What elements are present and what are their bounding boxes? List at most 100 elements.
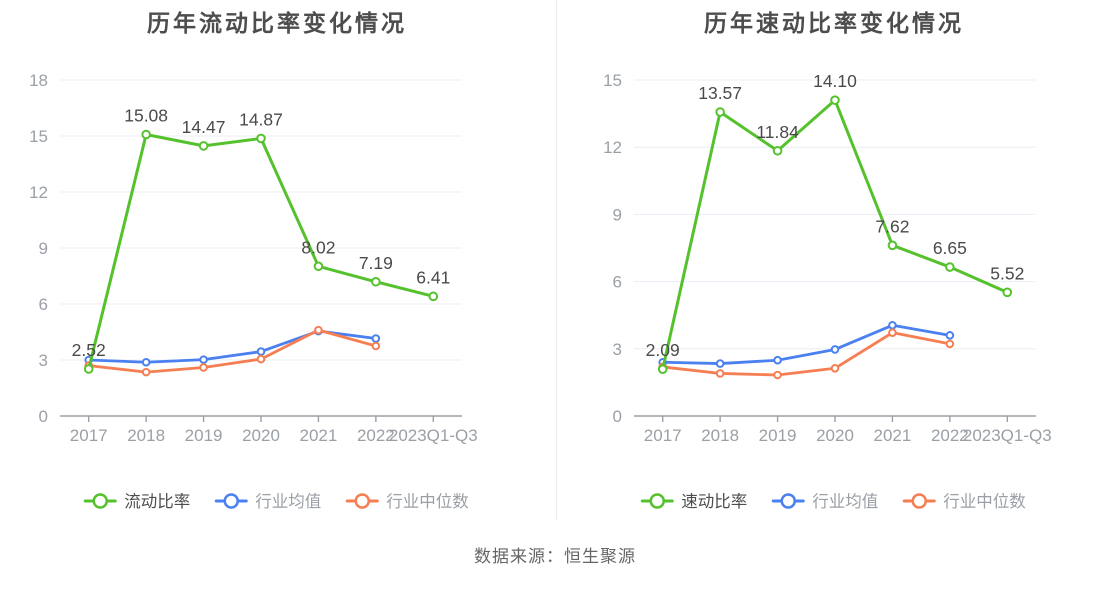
y-axis-tick-label: 15 (603, 71, 622, 90)
legend-label: 速动比率 (681, 492, 747, 511)
data-point (773, 370, 782, 380)
data-point (198, 141, 209, 151)
data-point-label: 7.62 (875, 216, 909, 236)
chart-title: 历年速动比率变化情况 (704, 10, 964, 36)
legend-item-速动比率[interactable]: 速动比率 (640, 492, 747, 511)
data-point (141, 367, 151, 377)
legend-label: 行业均值 (812, 492, 878, 511)
data-point-label: 14.87 (239, 109, 283, 129)
x-axis-tick-label: 2022 (931, 426, 969, 445)
series-line (87, 133, 435, 371)
data-point-label: 2.52 (72, 340, 106, 360)
charts-row: 历年流动比率变化情况 0 3 6 9 12 15 18 2017 2018 2019 2020 2021… (0, 0, 1110, 520)
data-point (945, 331, 955, 340)
data-point (199, 363, 208, 372)
data-point (371, 334, 381, 343)
chart-svg: 历年流动比率变化情况 0 3 6 9 12 15 18 2017 2018 2019 2020 2021… (29, 10, 478, 511)
x-axis-tick-label: 2018 (127, 426, 165, 445)
data-point (371, 341, 381, 351)
data-point (773, 355, 782, 365)
y-axis: 0 3 6 9 12 15 18 (29, 71, 462, 426)
data-point (256, 347, 266, 356)
data-point-label: 6.41 (416, 267, 450, 287)
series-行业均值 (658, 320, 955, 368)
data-point (256, 354, 266, 364)
y-axis-tick-label: 0 (613, 407, 622, 426)
data-point (887, 240, 898, 251)
data-point-label: 13.57 (698, 83, 742, 103)
y-axis-tick-label: 12 (29, 183, 48, 202)
data-point-label: 15.08 (124, 106, 168, 126)
data-point-label: 8.02 (301, 237, 335, 257)
x-axis-tick-label: 2023Q1-Q3 (389, 426, 478, 445)
x-axis-tick-label: 2021 (300, 426, 338, 445)
y-axis-tick-label: 6 (613, 273, 622, 292)
legend-circle-marker (92, 493, 108, 509)
data-point-label: 14.10 (813, 71, 857, 91)
data-point (945, 262, 955, 272)
legend-item-行业中位数[interactable]: 行业中位数 (345, 492, 469, 511)
chart-title: 历年流动比率变化情况 (147, 10, 407, 36)
y-axis: 0 3 6 9 12 15 (603, 71, 1036, 426)
legend-circle-marker (649, 493, 665, 509)
data-point (715, 369, 725, 378)
data-point (888, 328, 897, 337)
data-point-label: 6.65 (933, 238, 967, 258)
legend: 流动比率 行业均值 行业中位数 (83, 492, 469, 511)
data-point (772, 145, 783, 156)
data-point (715, 107, 725, 117)
data-point (888, 320, 897, 330)
current-ratio-chart: 历年流动比率变化情况 0 3 6 9 12 15 18 2017 2018 2019 2020 2021… (0, 0, 556, 520)
data-point (141, 357, 151, 367)
x-axis-tick-label: 2017 (644, 426, 682, 445)
data-point (371, 276, 381, 287)
y-axis-tick-label: 0 (39, 407, 48, 426)
series-流动比率: 2.52 15.08 14.47 14.87 8.02 7.19 6.41 (72, 106, 450, 374)
series-行业中位数 (84, 325, 381, 377)
legend-label: 行业均值 (255, 492, 321, 511)
series-line (661, 323, 952, 365)
legend-item-行业均值[interactable]: 行业均值 (771, 492, 878, 511)
data-point (1002, 287, 1013, 298)
x-axis-tick-label: 2018 (701, 426, 739, 445)
x-axis-tick-label: 2019 (185, 426, 223, 445)
x-axis-tick-label: 2021 (874, 426, 912, 445)
data-point-label: 5.52 (990, 263, 1024, 283)
data-point-label: 14.47 (182, 117, 226, 137)
data-point (945, 339, 955, 349)
x-axis-tick-label: 2022 (357, 426, 395, 445)
data-source-note: 数据来源：恒生聚源 (474, 547, 636, 566)
data-point (830, 95, 840, 105)
legend-item-行业均值[interactable]: 行业均值 (214, 492, 321, 511)
y-axis-tick-label: 15 (29, 127, 48, 146)
data-point-label: 11.84 (756, 122, 799, 142)
series-line (87, 329, 378, 364)
legend-circle-marker (911, 493, 927, 509)
data-point-label: 2.09 (646, 340, 680, 360)
y-axis-tick-label: 3 (39, 351, 48, 370)
legend-circle-marker (223, 493, 239, 509)
y-axis-tick-label: 18 (29, 71, 48, 90)
legend-item-行业中位数[interactable]: 行业中位数 (902, 492, 1026, 511)
legend-label: 流动比率 (124, 492, 190, 511)
y-axis-tick-label: 3 (613, 340, 622, 359)
series-line (661, 98, 1009, 371)
data-point (428, 291, 439, 302)
data-point-label: 7.19 (359, 253, 393, 273)
data-point (141, 129, 151, 140)
series-line (87, 328, 378, 374)
data-point (83, 364, 94, 374)
quick-ratio-chart: 历年速动比率变化情况 0 3 6 9 12 15 2017 2018 2019 2020 2021 20… (557, 0, 1110, 520)
data-point (256, 133, 266, 144)
y-axis-tick-label: 9 (613, 205, 622, 224)
legend: 速动比率 行业均值 行业中位数 (640, 492, 1026, 511)
x-axis-tick-label: 2023Q1-Q3 (963, 426, 1052, 445)
quick-ratio-panel: 历年速动比率变化情况 0 3 6 9 12 15 2017 2018 2019 2020 2021 20… (557, 0, 1110, 520)
y-axis-tick-label: 9 (39, 239, 48, 258)
data-point (199, 355, 208, 364)
legend-label: 行业中位数 (943, 492, 1026, 511)
legend-item-流动比率[interactable]: 流动比率 (83, 492, 190, 511)
